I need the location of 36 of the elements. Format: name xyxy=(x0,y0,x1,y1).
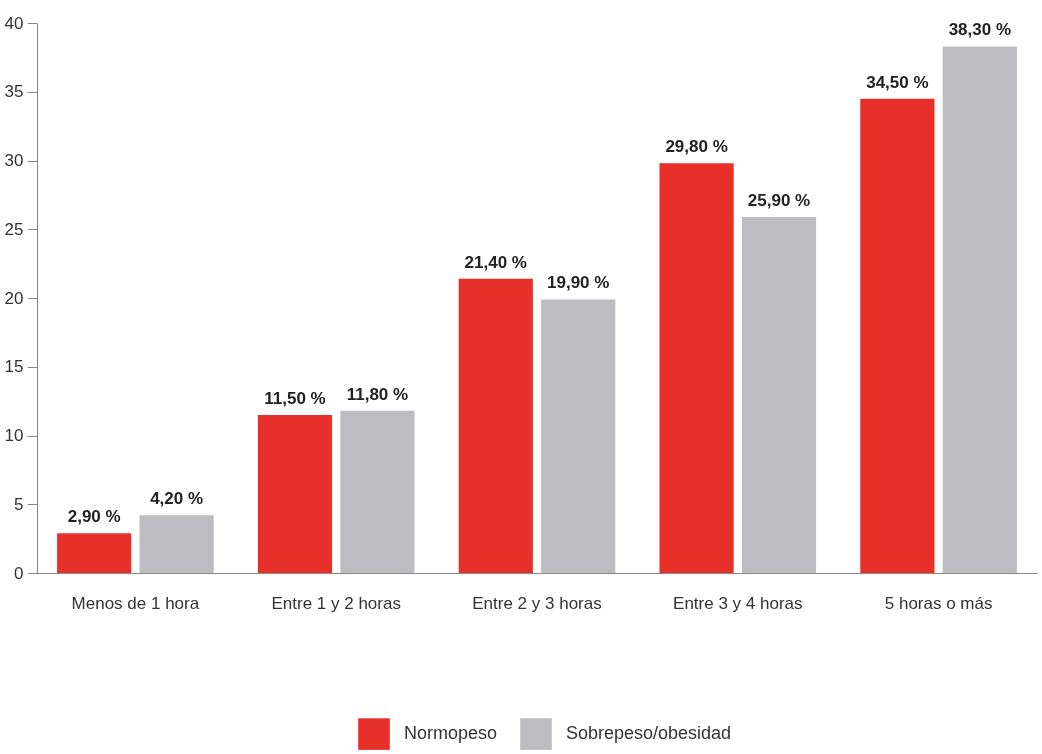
x-tick-label: 5 horas o más xyxy=(884,593,993,613)
data-label: 19,90 % xyxy=(547,273,610,293)
bar xyxy=(458,278,533,573)
legend-label: Normopeso xyxy=(404,723,498,744)
x-tick-label: Entre 2 y 3 horas xyxy=(472,593,602,613)
x-tick-label: Menos de 1 hora xyxy=(71,593,200,613)
bar xyxy=(541,299,616,573)
bar xyxy=(139,515,214,573)
bar xyxy=(257,414,333,573)
y-tick-label: 25 xyxy=(4,219,24,239)
y-tick-label: 20 xyxy=(4,288,24,308)
y-tick-label: 5 xyxy=(14,494,24,514)
bar xyxy=(860,98,935,573)
data-label: 4,20 % xyxy=(150,489,204,509)
data-label: 29,80 % xyxy=(665,137,728,157)
data-label: 2,90 % xyxy=(67,507,121,527)
y-tick-label: 10 xyxy=(4,426,24,445)
data-label: 21,40 % xyxy=(464,252,527,272)
bar xyxy=(942,46,1017,573)
data-label: 11,80 % xyxy=(346,384,409,404)
x-tick-label: Entre 3 y 4 horas xyxy=(673,593,803,613)
bar xyxy=(659,163,734,573)
bar xyxy=(741,216,817,573)
y-tick-label: 15 xyxy=(4,357,24,377)
data-label: 34,50 % xyxy=(866,72,929,92)
y-tick-label: 35 xyxy=(4,82,24,102)
bar xyxy=(57,533,132,573)
data-label: 38,30 % xyxy=(948,20,1012,40)
legend-label: Sobrepeso/obesidad xyxy=(566,723,732,744)
x-tick-label: Entre 1 y 2 horas xyxy=(271,593,401,613)
y-tick-label: 30 xyxy=(4,151,24,170)
data-label: 11,50 % xyxy=(264,388,326,408)
data-label: 25,90 % xyxy=(747,190,811,210)
y-tick-label: 40 xyxy=(4,13,24,33)
y-tick-label: 0 xyxy=(14,563,24,583)
bar xyxy=(340,410,415,573)
